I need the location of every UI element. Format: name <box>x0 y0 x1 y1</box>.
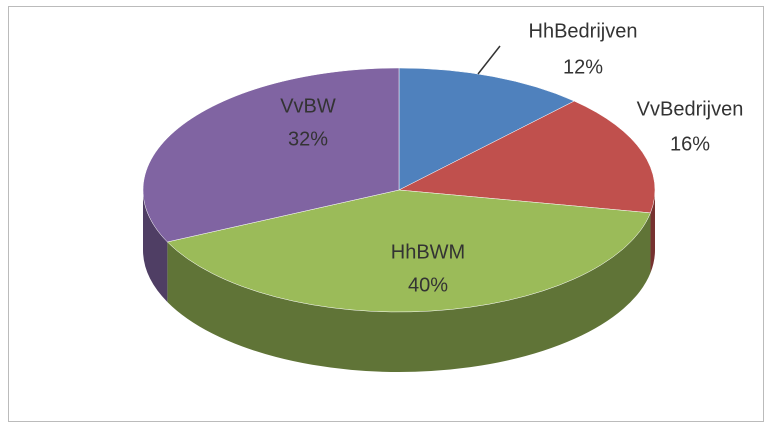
leader-line <box>477 45 501 75</box>
value-label: 40% <box>408 274 448 296</box>
labels: HhBedrijven 12% VvBedrijven 16% HhBWM 40% VvBW… <box>280 20 743 296</box>
value-label: 12% <box>563 56 603 78</box>
value-label: 16% <box>670 133 710 155</box>
pie-side <box>650 190 655 273</box>
pie-side <box>143 190 168 302</box>
pie-slice <box>166 189 651 313</box>
pie-side <box>167 212 651 372</box>
value-label: 32% <box>288 128 328 150</box>
pie-sides <box>143 190 655 372</box>
pie-tops <box>142 67 656 313</box>
pie-slice <box>398 100 656 214</box>
slice-label: HhBedrijven <box>529 20 638 42</box>
pie-slice <box>142 67 400 243</box>
slice-label: VvBW <box>280 95 336 117</box>
slice-label: VvBedrijven <box>637 98 744 120</box>
slice-label: HhBWM <box>391 241 465 263</box>
pie-slice <box>398 67 575 191</box>
